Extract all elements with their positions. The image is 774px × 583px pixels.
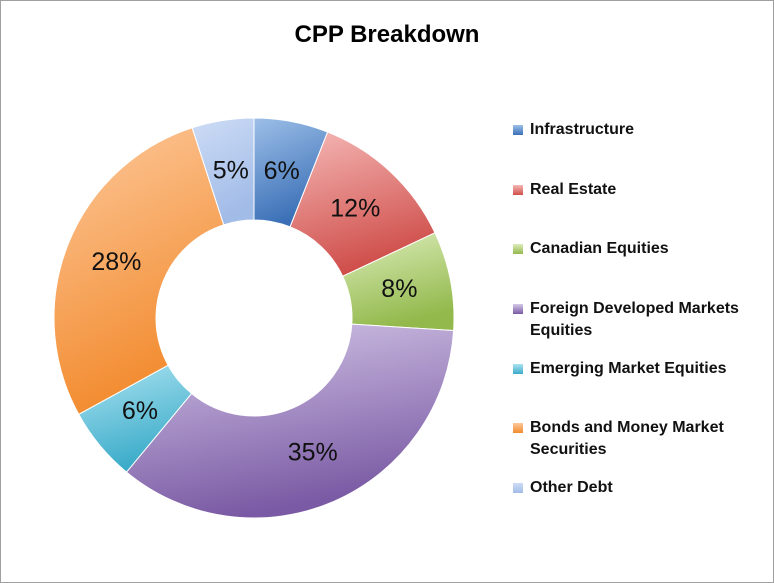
- legend-label: Securities: [530, 441, 607, 458]
- slice-other-debt: [191, 117, 255, 226]
- data-label: 8%: [381, 275, 417, 303]
- chart-title: CPP Breakdown: [294, 21, 480, 48]
- legend-label: Canadian Equities: [530, 240, 669, 257]
- legend-item: Foreign Developed Markets Equities: [513, 298, 763, 342]
- slice-foreign-developed-markets-equities: [125, 323, 455, 519]
- legend-swatch: [513, 125, 523, 135]
- legend-label: Equities: [530, 322, 593, 339]
- legend-label: Real Estate: [530, 181, 617, 198]
- data-label: 5%: [213, 156, 249, 184]
- data-label: 6%: [264, 157, 300, 185]
- legend-item: Real Estate: [513, 179, 763, 201]
- legend-item: Emerging Market Equities: [513, 358, 763, 380]
- legend-label: Emerging Market Equities: [530, 360, 727, 377]
- legend-swatch: [513, 185, 523, 195]
- legend-label: Other Debt: [530, 479, 613, 496]
- data-label: 12%: [330, 195, 380, 223]
- legend-item: Canadian Equities: [513, 238, 763, 260]
- legend-swatch: [513, 364, 523, 374]
- legend-swatch: [513, 423, 523, 433]
- slice-bonds-and-money-market-securities: [53, 127, 225, 416]
- legend-label: Bonds and Money Market: [530, 419, 724, 436]
- legend-item: Infrastructure: [513, 119, 763, 141]
- data-label: 35%: [288, 438, 338, 466]
- legend-label: Infrastructure: [530, 121, 635, 138]
- legend-item: Bonds and Money Market Securities: [513, 417, 763, 461]
- legend-swatch: [513, 244, 523, 254]
- legend-swatch: [513, 483, 523, 493]
- data-label: 28%: [91, 248, 141, 276]
- legend-item: Other Debt: [513, 477, 763, 499]
- legend-label: Foreign Developed Markets: [530, 300, 739, 317]
- legend-swatch: [513, 304, 523, 314]
- data-label: 6%: [122, 397, 158, 425]
